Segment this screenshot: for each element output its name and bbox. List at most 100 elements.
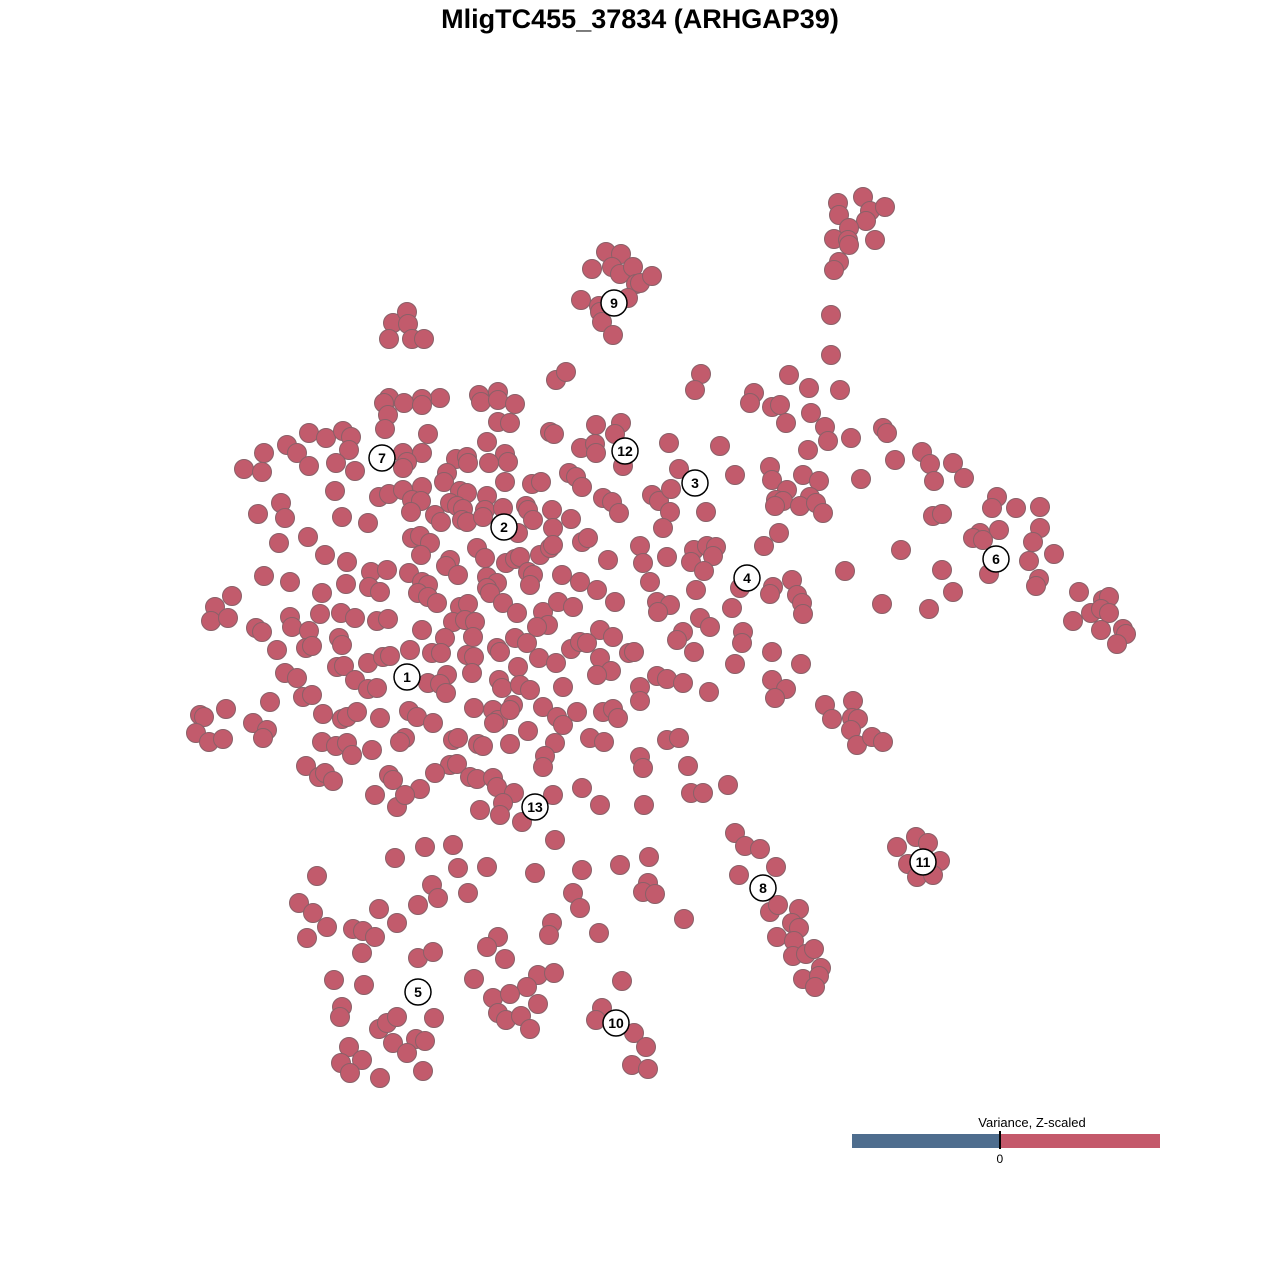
data-point <box>484 713 504 733</box>
data-point <box>362 740 382 760</box>
data-point <box>824 260 844 280</box>
colorbar-gradient <box>852 1134 1160 1148</box>
data-point <box>470 800 490 820</box>
data-point <box>754 536 774 556</box>
data-point <box>458 883 478 903</box>
data-point <box>194 707 214 727</box>
data-point <box>518 721 538 741</box>
data-point <box>605 592 625 612</box>
data-point <box>473 507 493 527</box>
data-point <box>315 545 335 565</box>
data-point <box>347 702 367 722</box>
data-point <box>490 805 510 825</box>
data-point <box>592 312 612 332</box>
data-point <box>464 698 484 718</box>
data-point <box>553 715 573 735</box>
chart-title: MligTC455_37834 (ARHGAP39) <box>441 4 839 34</box>
data-point <box>732 633 752 653</box>
data-point <box>1044 544 1064 564</box>
data-point <box>448 728 468 748</box>
data-point <box>500 984 520 1004</box>
data-point <box>1099 603 1119 623</box>
data-point <box>340 1063 360 1083</box>
data-point <box>669 459 689 479</box>
data-point <box>500 413 520 433</box>
data-point <box>624 642 644 662</box>
data-point <box>297 928 317 948</box>
data-point <box>809 471 829 491</box>
data-point <box>380 646 400 666</box>
data-point <box>517 977 537 997</box>
data-point <box>762 470 782 490</box>
data-point <box>587 580 607 600</box>
data-point <box>394 393 414 413</box>
data-point <box>434 472 454 492</box>
data-point <box>563 597 583 617</box>
data-point <box>213 729 233 749</box>
data-point <box>638 1059 658 1079</box>
data-point <box>805 977 825 997</box>
data-point <box>431 643 451 663</box>
data-point <box>365 927 385 947</box>
data-point <box>385 848 405 868</box>
cluster-label-8: 8 <box>749 874 777 902</box>
data-point <box>594 732 614 752</box>
data-point <box>424 1008 444 1028</box>
data-point <box>345 461 365 481</box>
data-point <box>686 580 706 600</box>
data-point <box>428 888 448 908</box>
data-point <box>875 197 895 217</box>
data-point <box>804 939 824 959</box>
data-point <box>267 640 287 660</box>
data-point <box>400 640 420 660</box>
svg-text:10: 10 <box>608 1015 624 1031</box>
data-point <box>653 518 673 538</box>
data-point <box>770 395 790 415</box>
data-point <box>553 677 573 697</box>
data-point <box>768 895 788 915</box>
data-point <box>561 509 581 529</box>
data-point <box>218 608 238 628</box>
data-point <box>477 432 497 452</box>
data-point <box>543 518 563 538</box>
data-point <box>397 1043 417 1063</box>
data-point <box>302 636 322 656</box>
data-point <box>725 654 745 674</box>
data-point <box>608 708 628 728</box>
data-point <box>201 611 221 631</box>
data-point <box>801 403 821 423</box>
data-point <box>539 925 559 945</box>
data-point <box>527 617 547 637</box>
data-point <box>642 266 662 286</box>
data-point <box>393 458 413 478</box>
data-point <box>299 423 319 443</box>
data-point <box>710 436 730 456</box>
data-point <box>639 847 659 867</box>
data-point <box>673 673 693 693</box>
svg-text:4: 4 <box>743 570 751 586</box>
data-point <box>873 732 893 752</box>
data-point <box>431 512 451 532</box>
cluster-label-4: 4 <box>733 564 761 592</box>
data-point <box>943 453 963 473</box>
data-point <box>365 785 385 805</box>
data-point <box>570 572 590 592</box>
data-point <box>531 472 551 492</box>
data-point <box>567 702 587 722</box>
data-point <box>462 663 482 683</box>
data-point <box>556 362 576 382</box>
data-point <box>383 1033 403 1053</box>
data-point <box>358 513 378 533</box>
data-point <box>275 508 295 528</box>
data-point <box>546 653 566 673</box>
data-point <box>339 1037 359 1057</box>
data-point <box>659 433 679 453</box>
data-point <box>1019 551 1039 571</box>
data-point <box>586 443 606 463</box>
data-point <box>769 523 789 543</box>
data-point <box>477 937 497 957</box>
data-point <box>667 630 687 650</box>
data-point <box>1023 532 1043 552</box>
